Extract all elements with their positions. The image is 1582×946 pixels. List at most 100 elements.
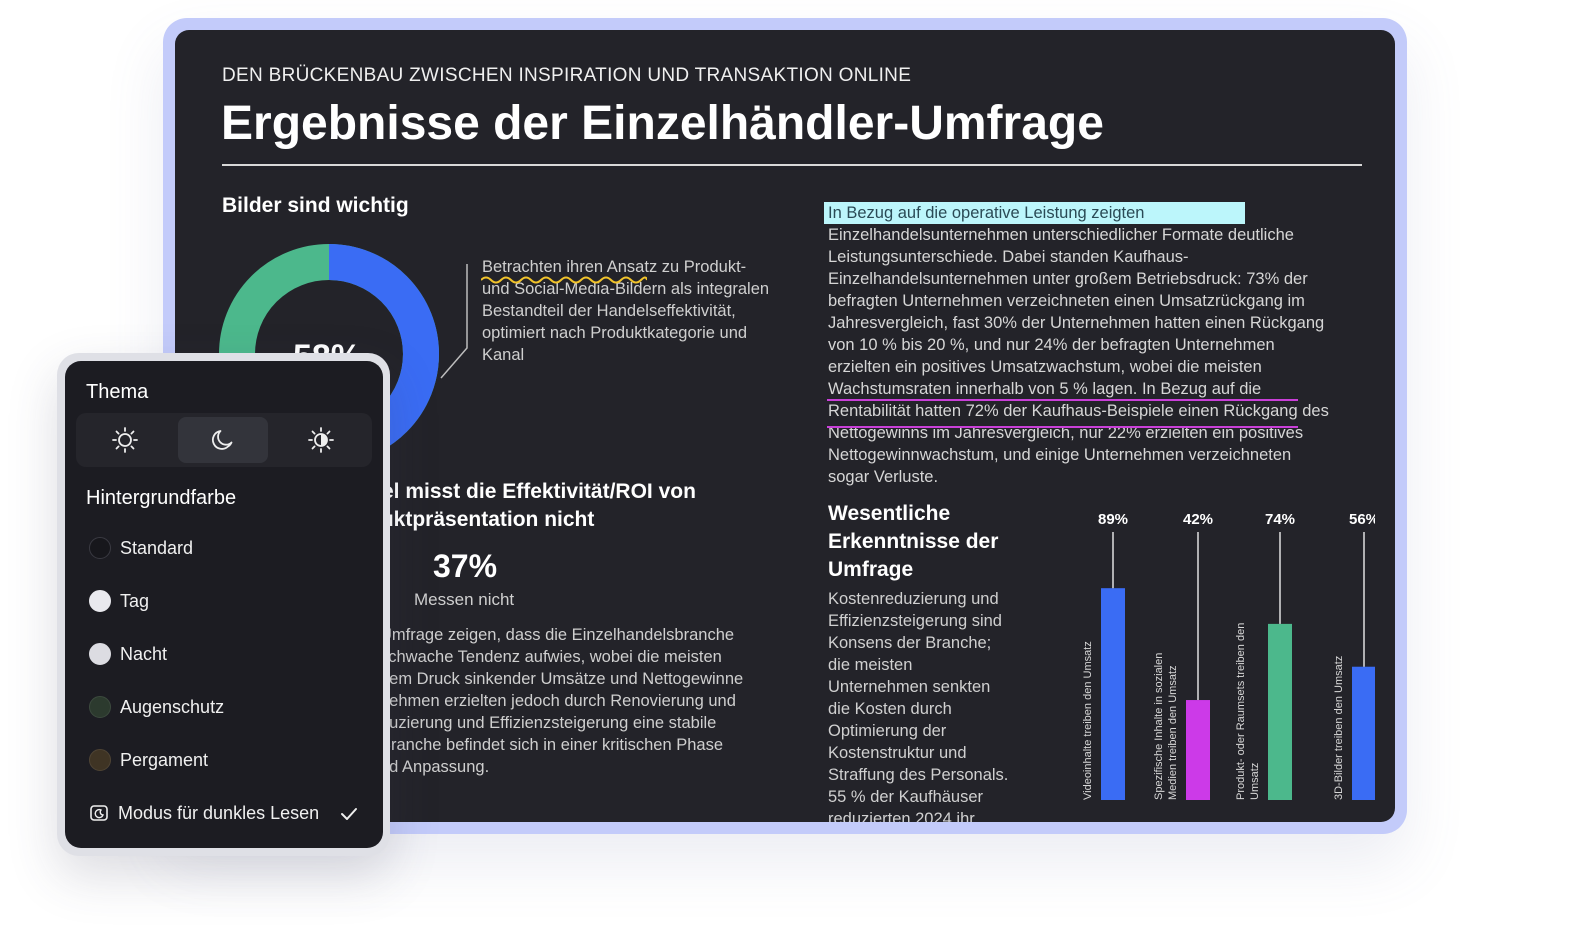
- key-findings-text: Kostenreduzierung und Effizienzsteigerun…: [828, 588, 1028, 822]
- body-line: von 10 % bis 20 %, und nur 24% der befra…: [828, 336, 1275, 354]
- background-option-nacht[interactable]: Nacht: [89, 642, 167, 666]
- body-line: Unternehmen senkten: [828, 678, 991, 696]
- reading-settings-panel: Thema: [65, 361, 383, 848]
- bar-value-label: 42%: [1183, 511, 1213, 528]
- background-option-augenschutz[interactable]: Augenschutz: [89, 695, 224, 719]
- body-text-left: Umfrage zeigen, dass die Einzelhandelsbr…: [380, 624, 800, 778]
- body-line: Straffung des Personals.: [828, 766, 1009, 784]
- stat-label: Messen nicht: [414, 590, 515, 609]
- background-option-pergament[interactable]: Pergament: [89, 748, 208, 772]
- body-line: Konsens der Branche;: [828, 634, 992, 652]
- background-option-standard[interactable]: Standard: [89, 536, 193, 560]
- body-line: Einzelhandelsunternehmen unterschiedlich…: [828, 226, 1294, 244]
- body-text-right: In Bezug auf die operative Leistung zeig…: [828, 202, 1378, 488]
- body-line: die meisten: [828, 656, 913, 674]
- sun-icon: [112, 427, 138, 453]
- highlighted-line: In Bezug auf die operative Leistung zeig…: [828, 204, 1145, 222]
- text-underline: [827, 426, 1298, 428]
- body-line: Nettogewinnwachstum, und einige Unterneh…: [828, 446, 1292, 464]
- callout-text: Betrachten ihren Ansatz zu Produkt- und …: [482, 256, 802, 366]
- body-line: 55 % der Kaufhäuser: [828, 788, 984, 806]
- bar: [1186, 700, 1210, 800]
- body-line: die Kosten durch: [828, 700, 952, 718]
- body-line: duzierung und Effizienzsteigerung eine s…: [380, 714, 717, 732]
- body-line: Wachstumsraten innerhalb von 5 % lagen. …: [828, 380, 1262, 398]
- bar-category-label: Produkt- oder Raumsets treiben den: [1235, 623, 1247, 800]
- body-line: Branche befindet sich in einer kritische…: [380, 736, 724, 754]
- section-heading-images: Bilder sind wichtig: [222, 194, 409, 217]
- bar-category-label: Spezifische Inhalte in sozialen: [1153, 653, 1165, 800]
- body-line: reduzierten 2024 ihr: [828, 810, 975, 822]
- theme-auto-button[interactable]: [276, 417, 366, 463]
- background-option-tag[interactable]: Tag: [89, 589, 149, 613]
- option-label: Pergament: [120, 749, 209, 770]
- body-line: Umfrage zeigen, dass die Einzelhandelsbr…: [380, 626, 735, 644]
- callout-line: und Social-Media-Bildern als integralen: [482, 280, 770, 298]
- radio-button[interactable]: [89, 643, 111, 665]
- body-line: Effizienzsteigerung sind: [828, 612, 1002, 630]
- section-heading-roi: tel misst die Effektivität/ROI von luktp…: [375, 478, 755, 534]
- bar-category-label: 3D-Bilder treiben den Umsatz: [1333, 656, 1345, 800]
- theme-dark-button[interactable]: [178, 417, 268, 463]
- body-line: nd Anpassung.: [380, 758, 490, 776]
- theme-light-button[interactable]: [80, 417, 170, 463]
- option-label: Standard: [120, 537, 194, 558]
- background-color-title: Hintergrundfarbe: [86, 487, 237, 509]
- roi-heading-line: luktpräsentation nicht: [375, 508, 595, 531]
- bar-value-label: 56%: [1349, 511, 1375, 528]
- section-heading-key-findings: Wesentliche Erkenntnisse der Umfrage: [828, 500, 1028, 584]
- radio-button[interactable]: [89, 749, 111, 771]
- bar: [1268, 623, 1292, 800]
- bar: [1352, 666, 1375, 800]
- bar-category-label: Medien treiben den Umsatz: [1167, 665, 1179, 800]
- radio-button[interactable]: [89, 696, 111, 718]
- body-line: sogar Verluste.: [828, 468, 939, 486]
- dark-reading-label: Modus für dunkles Lesen: [118, 802, 320, 823]
- callout-line: optimiert nach Produktkategorie und: [482, 324, 748, 342]
- body-line: erzielten ein positives Umsatzwachstum, …: [828, 358, 1262, 376]
- bar-chart: 89% Videoinhalte treiben den Umsatz 42% Spe…: [1082, 511, 1375, 800]
- option-label: Tag: [120, 590, 150, 611]
- body-line: nehmen erzielten jedoch durch Renovierun…: [380, 692, 736, 710]
- bar: [1101, 588, 1125, 800]
- callout-line: Bestandteil der Handelseffektivität,: [482, 302, 736, 320]
- body-line: dem Druck sinkender Umsätze und Nettogew…: [380, 670, 744, 688]
- dark-reading-icon: [90, 805, 108, 821]
- radio-button[interactable]: [89, 590, 111, 612]
- theme-selector: [76, 413, 372, 467]
- key-heading-line: Wesentliche: [828, 502, 951, 525]
- option-label: Augenschutz: [120, 696, 225, 717]
- squiggle-underline: [481, 276, 647, 284]
- body-line: Optimierung der: [828, 722, 947, 740]
- body-line: Leistungsunterschiede. Dabei standen Kau…: [828, 248, 1189, 266]
- document-title: Ergebnisse der Einzelhändler-Umfrage: [221, 97, 1104, 150]
- checkmark-icon: [341, 808, 357, 820]
- body-line: schwache Tendenz aufwies, wobei die meis…: [380, 648, 722, 666]
- roi-heading-line: tel misst die Effektivität/ROI von: [375, 480, 696, 503]
- option-label: Nacht: [120, 643, 168, 664]
- key-heading-line: Erkenntnisse der: [828, 530, 999, 553]
- theme-title: Thema: [86, 381, 149, 403]
- dark-reading-mode-toggle[interactable]: Modus für dunkles Lesen: [89, 801, 319, 825]
- callout-line: Kanal: [482, 346, 525, 364]
- bar-category-label: Videoinhalte treiben den Umsatz: [1082, 641, 1094, 800]
- body-line: Nettogewinns im Jahresvergleich, nur 22%…: [828, 424, 1304, 442]
- text-highlight: [824, 202, 1245, 224]
- callout-connector: [440, 264, 468, 379]
- moon-icon: [212, 430, 233, 450]
- document-eyebrow: DEN BRÜCKENBAU ZWISCHEN INSPIRATION UND …: [222, 65, 912, 86]
- bar-value-label: 74%: [1265, 511, 1295, 528]
- body-line: Kostenstruktur und: [828, 744, 967, 762]
- body-line: Rentabilität hatten 72% der Kaufhaus-Bei…: [828, 402, 1329, 420]
- body-line: Einzelhandelsunternehmen unter großem Be…: [828, 270, 1308, 288]
- auto-brightness-icon: [308, 427, 334, 453]
- body-line: Kostenreduzierung und: [828, 590, 999, 608]
- stat-value: 37%: [433, 548, 498, 584]
- radio-button[interactable]: [89, 537, 111, 559]
- bar-category-label: Umsatz: [1249, 763, 1261, 800]
- bar-value-label: 89%: [1098, 511, 1128, 528]
- key-heading-line: Umfrage: [828, 558, 914, 581]
- callout-line: Betrachten ihren Ansatz zu Produkt-: [482, 258, 747, 276]
- title-divider: [222, 164, 1362, 166]
- body-line: befragten Unternehmen verzeichneten eine…: [828, 292, 1305, 310]
